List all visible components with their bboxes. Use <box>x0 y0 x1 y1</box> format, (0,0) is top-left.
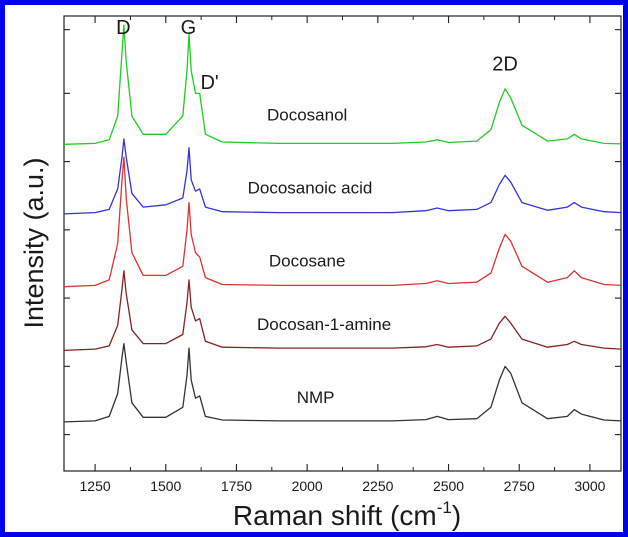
series-line-docosanoic-acid <box>63 138 622 215</box>
peak-label: G <box>181 17 197 39</box>
peak-label: D' <box>200 72 218 94</box>
x-axis-label-unit-sup: -1 <box>437 498 452 517</box>
axis-ticks: 1250 1500 1750 2000 2250 2500 2750 3000 <box>64 16 621 494</box>
curve-label: Docosane <box>269 251 346 270</box>
y-axis-label: Intensity (a.u.) <box>19 157 49 328</box>
x-tick-label: 2750 <box>504 478 535 494</box>
x-tick-label: 1500 <box>150 478 181 494</box>
x-tick-label: 1250 <box>80 478 111 494</box>
plot-area <box>63 15 622 472</box>
curve-label: Docosanol <box>267 106 347 125</box>
series-group <box>63 24 622 423</box>
series-line-docosane <box>63 156 622 288</box>
raman-spectra-chart: 1250 1500 1750 2000 2250 2500 2750 3000 D GD'2DD… <box>19 15 622 531</box>
x-axis-label-close: ) <box>452 500 461 531</box>
series-line-nmp <box>63 342 622 423</box>
chart-labels: D G D' 2D Docosanol Docosanoic acid Docosane Do… <box>116 17 518 407</box>
x-tick-label: 2500 <box>433 478 464 494</box>
peak-label: D <box>116 17 130 39</box>
x-axis-label-main: Raman shift (cm <box>233 500 437 531</box>
x-axis-label: Raman shift (cm-1) <box>233 498 461 531</box>
series-line-docosan-1-amine <box>63 270 622 352</box>
peak-label: 2D <box>492 54 518 76</box>
series-line-docosanol <box>63 24 622 145</box>
curve-label: Docosanoic acid <box>248 178 373 197</box>
x-tick-label: 1750 <box>221 478 252 494</box>
x-tick-label: 2250 <box>362 478 393 494</box>
x-tick-label: 2000 <box>292 478 323 494</box>
x-tick-label: 3000 <box>574 478 605 494</box>
curve-label: NMP <box>297 388 335 407</box>
curve-label: Docosan-1-amine <box>257 315 391 334</box>
